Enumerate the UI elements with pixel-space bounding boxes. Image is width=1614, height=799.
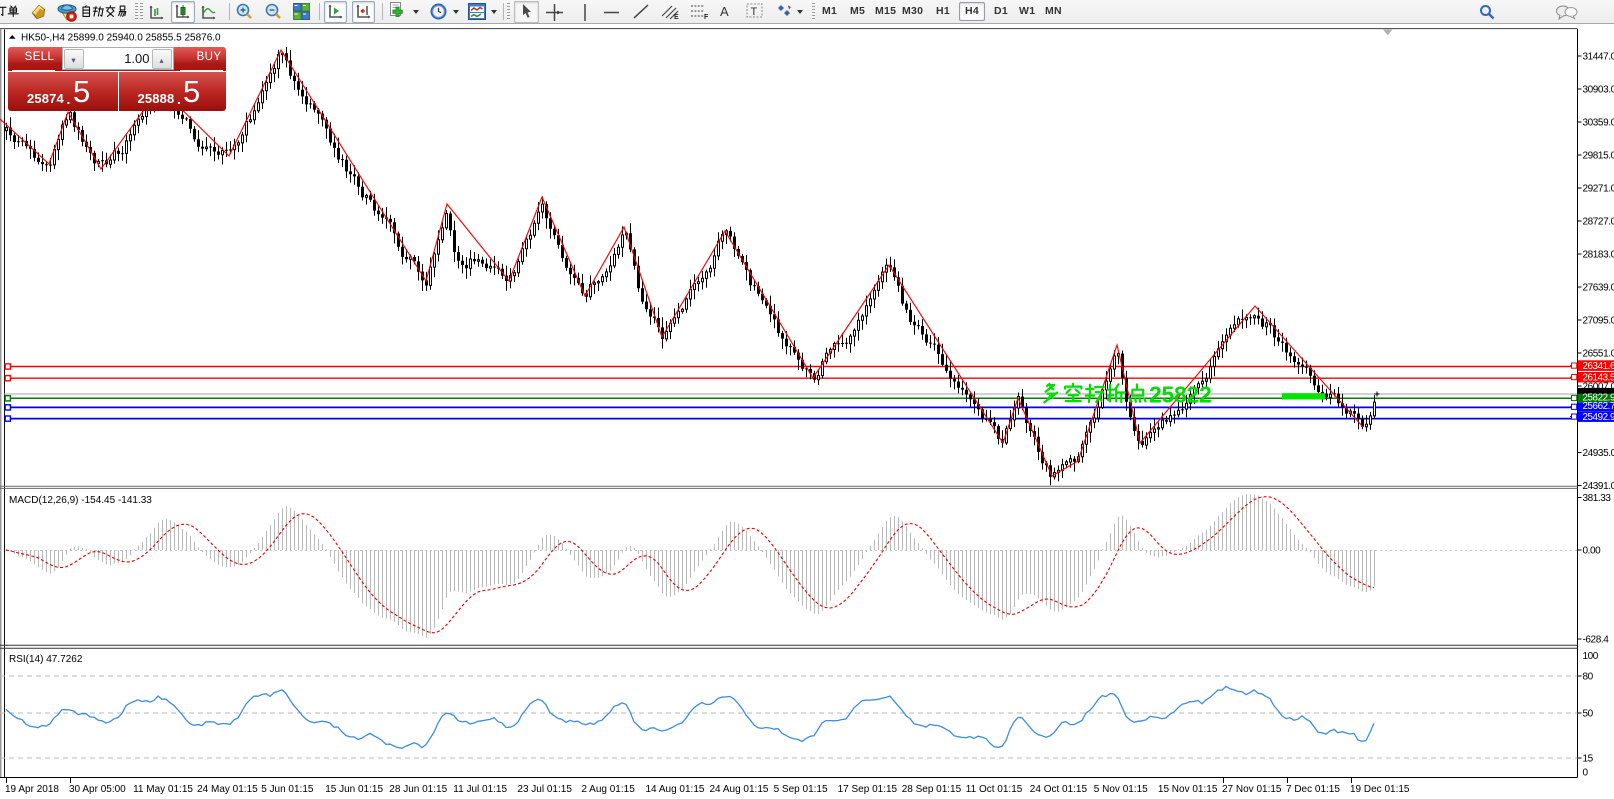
svg-text:28727.0: 28727.0 [1583,217,1614,228]
svg-text:17 Sep 01:15: 17 Sep 01:15 [838,784,898,795]
svg-text:14 Aug 01:15: 14 Aug 01:15 [646,784,705,795]
svg-text:19 Apr 2018: 19 Apr 2018 [5,784,59,795]
svg-text:24391.0: 24391.0 [1583,481,1614,492]
svg-text:31447.0: 31447.0 [1583,52,1614,63]
svg-text:24 May 01:15: 24 May 01:15 [197,784,258,795]
svg-text:RSI(14) 47.7262: RSI(14) 47.7262 [9,654,83,665]
svg-text:24 Aug 01:15: 24 Aug 01:15 [710,784,769,795]
svg-text:5 Nov 01:15: 5 Nov 01:15 [1094,784,1148,795]
svg-text:E: E [674,14,679,20]
svg-text:381.33: 381.33 [1583,493,1612,504]
svg-text:27095.0: 27095.0 [1583,316,1614,327]
svg-text:24 Oct 01:15: 24 Oct 01:15 [1030,784,1088,795]
svg-text:5 Jun 01:15: 5 Jun 01:15 [261,784,314,795]
svg-text:F: F [704,14,709,20]
svg-text:30 Apr 05:00: 30 Apr 05:00 [69,784,126,795]
svg-text:28 Sep 01:15: 28 Sep 01:15 [902,784,962,795]
svg-text:15: 15 [1583,754,1594,765]
svg-text:30359.0: 30359.0 [1583,118,1614,129]
svg-text:25662.7: 25662.7 [1583,401,1614,412]
svg-text:24935.0: 24935.0 [1583,448,1614,459]
svg-text:27639.0: 27639.0 [1583,283,1614,294]
svg-text:HK50-,H4 25899.0 25940.0 2585: HK50-,H4 25899.0 25940.0 25855.5 25876.0 [21,33,221,44]
svg-text:15 Nov 01:15: 15 Nov 01:15 [1158,784,1218,795]
svg-text:50: 50 [1583,709,1594,720]
svg-text:5 Sep 01:15: 5 Sep 01:15 [774,784,828,795]
svg-text:MACD(12,26,9) -154.45 -141.33: MACD(12,26,9) -154.45 -141.33 [9,495,152,506]
svg-text:100: 100 [1583,651,1599,662]
svg-text:26551.0: 26551.0 [1583,349,1614,360]
svg-text:19 Dec 01:15: 19 Dec 01:15 [1350,784,1410,795]
svg-text:25822.9: 25822.9 [1583,392,1614,403]
svg-text:26007.0: 26007.0 [1583,382,1614,393]
svg-text:-628.4: -628.4 [1583,635,1610,646]
svg-text:7 Dec 01:15: 7 Dec 01:15 [1286,784,1340,795]
svg-text:T: T [751,6,758,18]
svg-text:80: 80 [1583,672,1594,683]
svg-text:26143.5: 26143.5 [1583,372,1614,383]
svg-text:29815.0: 29815.0 [1583,151,1614,162]
svg-text:11 May 01:15: 11 May 01:15 [133,784,193,795]
svg-text:A: A [720,4,729,19]
svg-text:23 Jul 01:15: 23 Jul 01:15 [517,784,572,795]
svg-text:26341.6: 26341.6 [1583,361,1614,372]
svg-text:0: 0 [1583,768,1589,779]
svg-text:28 Jun 01:15: 28 Jun 01:15 [389,784,447,795]
svg-text:11 Oct 01:15: 11 Oct 01:15 [966,784,1023,795]
svg-text:29271.0: 29271.0 [1583,184,1614,195]
svg-text:11 Jul 01:15: 11 Jul 01:15 [453,784,507,795]
svg-text:28183.0: 28183.0 [1583,250,1614,261]
svg-text:15 Jun 01:15: 15 Jun 01:15 [325,784,383,795]
svg-text:25492.9: 25492.9 [1583,412,1614,423]
svg-text:25822: 25822 [1149,382,1211,408]
svg-text:30903.0: 30903.0 [1583,85,1614,96]
svg-text:0.00: 0.00 [1583,546,1602,557]
svg-text:2 Aug 01:15: 2 Aug 01:15 [581,784,635,795]
svg-text:27 Nov 01:15: 27 Nov 01:15 [1222,784,1282,795]
